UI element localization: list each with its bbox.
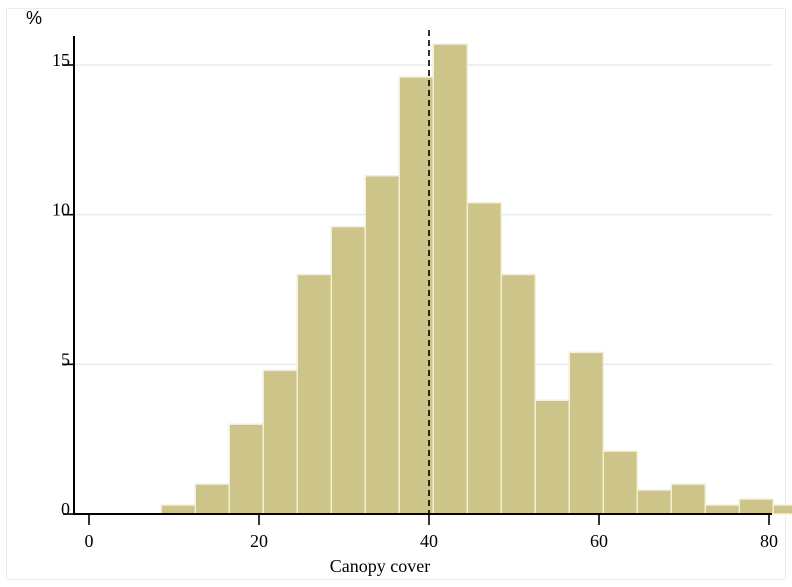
histogram-bar-16 [704,504,740,515]
y-tick-label-5: 5 [61,349,70,369]
x-tick-label-40: 40 [420,531,438,551]
y-tick-label-15: 15 [52,50,70,70]
histogram-bar-14 [636,489,672,515]
histogram-bar-10 [500,273,536,515]
axes [73,36,772,515]
y-unit-label: % [26,8,42,28]
histogram-bar-8 [432,43,468,515]
histogram-bar-7 [398,76,434,515]
plot-frame [6,8,786,580]
histogram-bar-2 [228,423,264,515]
histogram-bar-4 [296,273,332,515]
x-axis-ticks: 0 20 40 60 80 [85,514,778,551]
y-tick-label-10: 10 [52,200,70,220]
x-axis-title: Canopy cover [330,556,430,576]
histogram-bar-12 [568,351,604,515]
histogram-bar-0 [160,504,196,515]
histogram-bar-1 [194,483,230,515]
histogram-bar-18 [772,504,792,515]
x-tick-label-80: 80 [760,531,778,551]
histogram-bar-13 [602,450,638,515]
histogram-bar-15 [670,483,706,515]
histogram-bar-11 [534,399,570,515]
y-tick-label-0: 0 [61,499,70,519]
histogram-bar-9 [466,201,502,515]
x-tick-label-60: 60 [590,531,608,551]
histogram-bar-5 [330,225,366,515]
histogram-bar-6 [364,175,400,515]
y-axis-ticks: 0 5 10 15 [52,50,74,519]
x-tick-label-0: 0 [85,531,94,551]
histogram-bar-3 [262,369,298,515]
x-tick-label-20: 20 [250,531,268,551]
histogram-bars [160,43,792,515]
histogram-bar-17 [738,498,774,515]
